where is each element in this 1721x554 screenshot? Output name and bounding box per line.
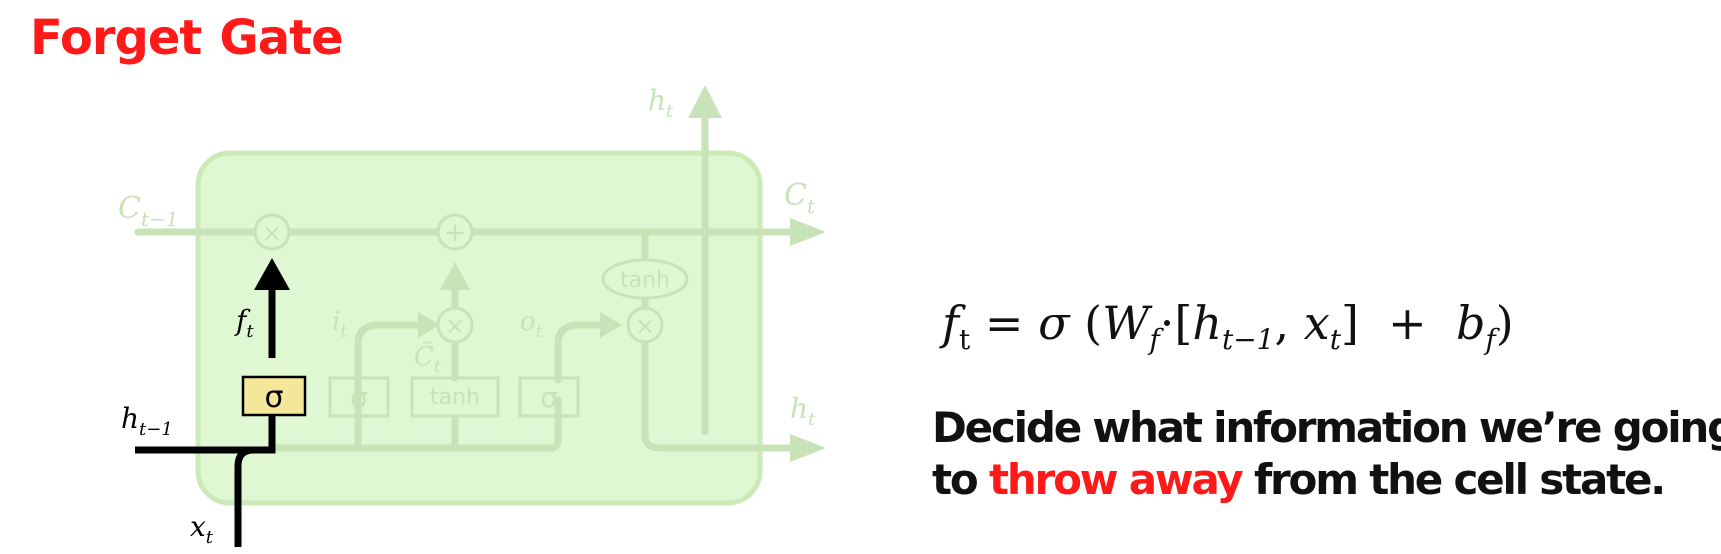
label-i-gate: it <box>332 307 347 342</box>
input-multiply-op <box>436 306 474 344</box>
label-h-right: ht <box>790 392 816 430</box>
forget-gate-equation: ft = σ (Wf·[ht−1, xt] + bf) <box>942 296 1514 356</box>
output-multiply-symbol: × <box>635 312 655 340</box>
eq-x-sub: t <box>1329 323 1341 356</box>
eq-x: x <box>1303 296 1330 350</box>
label-x-in: xt <box>190 510 214 548</box>
output-multiply-op <box>626 306 664 344</box>
output-sigma-box <box>518 376 580 418</box>
eq-weight: W <box>1102 296 1150 350</box>
faded-labels: Ct−1 Ct ht ht it C̃t ot <box>118 84 816 430</box>
tanh-op-symbol: tanh <box>620 268 670 293</box>
eq-open-bracket: [ <box>1174 296 1193 350</box>
description-highlight: throw away <box>988 455 1244 504</box>
title-word-gate: Gate <box>219 10 343 66</box>
lstm-cell-diagram: σ tanh σ × + × × tanh σ Ct−1 Ct ht ht it… <box>118 84 826 548</box>
candidate-tanh-label: tanh <box>430 385 480 410</box>
cell-add-op <box>436 213 474 251</box>
eq-h: h <box>1192 296 1222 350</box>
forget-gate-arrowhead <box>254 258 290 290</box>
forget-multiply-op <box>253 213 291 251</box>
description-prefix: to <box>932 455 979 504</box>
label-c-prev: Ct−1 <box>118 191 179 231</box>
label-o-gate: ot <box>520 307 543 342</box>
input-sigma-label: σ <box>350 381 368 414</box>
cell-add-symbol: + <box>444 218 466 248</box>
eq-lhs-sub: t <box>959 323 971 356</box>
input-sigma-box <box>328 376 390 418</box>
eq-comma: , <box>1274 296 1290 350</box>
label-c-tilde: C̃t <box>414 341 441 377</box>
label-c-next: Ct <box>784 178 816 218</box>
active-labels: ft ht−1 xt <box>121 304 254 548</box>
forget-sigma-label: σ <box>264 380 283 415</box>
candidate-tanh-box <box>410 376 500 418</box>
title-word-forget: Forget <box>30 10 202 66</box>
faded-op-symbols: × + × × tanh <box>262 218 670 340</box>
forget-sigma-box <box>241 375 307 417</box>
faded-lines <box>134 111 794 452</box>
output-sigma-label: σ <box>540 381 558 414</box>
input-multiply-symbol: × <box>445 312 465 340</box>
description-suffix: from the cell state. <box>1253 455 1666 504</box>
eq-weight-sub: f <box>1149 323 1160 356</box>
eq-lhs: f <box>942 296 960 350</box>
faded-pointwise-ops <box>253 213 689 344</box>
eq-plus: + <box>1388 296 1427 350</box>
forget-multiply-symbol: × <box>262 219 282 247</box>
tanh-op <box>601 258 689 300</box>
eq-bias-sub: f <box>1485 323 1496 356</box>
eq-equals: = <box>984 296 1024 350</box>
eq-close-bracket: ] <box>1340 296 1359 350</box>
description-line-1: Decide what information we’re going <box>932 403 1721 452</box>
description-line-2: to throw away from the cell state. <box>932 454 1721 506</box>
label-h-top: ht <box>648 84 674 122</box>
eq-open-paren: ( <box>1084 296 1103 350</box>
label-h-prev: ht−1 <box>121 402 173 440</box>
faded-gate-boxes: σ tanh σ <box>328 376 580 418</box>
eq-h-sub: t−1 <box>1221 323 1275 356</box>
faded-arrowheads <box>418 85 826 462</box>
eq-bias: b <box>1455 296 1486 350</box>
eq-close-paren: ) <box>1495 296 1514 350</box>
eq-dot: · <box>1159 296 1175 350</box>
page-title: Forget Gate <box>30 10 344 66</box>
eq-sigma: σ <box>1038 296 1070 350</box>
description: Decide what information we’re going to t… <box>932 402 1721 506</box>
